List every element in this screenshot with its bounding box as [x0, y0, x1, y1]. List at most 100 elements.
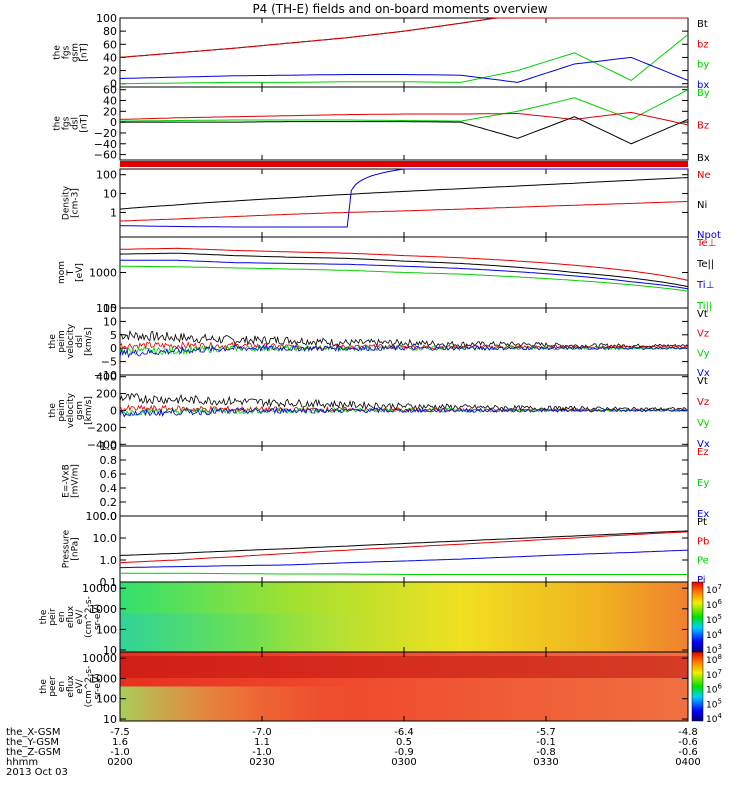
series-line-Te|| [119, 252, 689, 288]
series-line-Pi [120, 549, 689, 569]
colorbar-tick-label: 106 [706, 683, 722, 696]
series-line-Vt [119, 329, 689, 349]
legend-Vz: Vz [697, 397, 709, 408]
y-axis-label: eflux [66, 675, 76, 698]
panel-pressure: 100.0 10.0 1.0 0.1 Pressure [nPa] Pt Pb Pe Pi [62, 510, 710, 589]
heatmap-band [120, 656, 688, 678]
legend-Vz: Vz [697, 329, 709, 340]
y-tick-label: 1000 [89, 267, 117, 280]
colorbar-tick-label: 107 [706, 668, 722, 681]
legend-Vt: Vt [697, 376, 708, 387]
y-axis-label: velocity [66, 392, 76, 428]
y-tick-label: 10000 [82, 582, 117, 595]
legend-Te||: Te|| [696, 259, 714, 270]
series-line-Ni [119, 177, 689, 210]
legend-Pe: Pe [697, 556, 709, 567]
y-tick-label: −200 [87, 421, 117, 434]
legend-bx: bx [697, 80, 709, 91]
legend-Ey: Ey [697, 478, 709, 489]
series-line-Vt [119, 393, 689, 412]
heatmap-band [120, 613, 518, 652]
legend-Ex: Ex [697, 509, 709, 520]
y-axis-label: the [53, 116, 63, 131]
y-tick-label: 10 [103, 188, 117, 201]
x-row-value: -4.8 [678, 727, 698, 738]
legend-Pt: Pt [697, 517, 707, 528]
panel-frame [119, 86, 689, 161]
y-axis-label: gsm [71, 43, 81, 62]
y-tick-label: 100 [96, 12, 117, 25]
date-label: 2013 Oct 03 [6, 767, 68, 778]
y-axis-label: the [39, 609, 49, 624]
legend-Pb: Pb [697, 536, 709, 547]
y-axis-label: dsl [71, 117, 81, 130]
series-line-Ne [119, 201, 689, 222]
legend-Npot: Npot [697, 230, 721, 241]
colorbar [691, 651, 704, 722]
y-tick-label: 40 [103, 95, 117, 108]
y-tick-label: 100 [96, 169, 117, 182]
legend-Bx: Bx [697, 153, 710, 164]
heatmap-band [120, 686, 461, 721]
y-axis-label: [cm-3] [71, 188, 81, 218]
y-tick-label: 0.2 [100, 496, 118, 509]
y-axis-label: dsl [75, 335, 85, 348]
x-row-value: -7.0 [252, 727, 272, 738]
legend-By: By [697, 88, 710, 99]
y-tick-label: 1.0 [100, 440, 118, 453]
legend-by: by [697, 60, 709, 71]
y-axis-label: the [48, 403, 58, 418]
legend-Ti⊥: Ti⊥ [696, 280, 714, 291]
y-tick-label: 0.1 [100, 576, 118, 589]
y-axis-label: eV/ [75, 678, 85, 694]
y-tick-label: 1 [110, 206, 117, 219]
y-tick-label: 20 [103, 65, 117, 78]
y-axis-label: the [48, 334, 58, 349]
y-tick-label: 0 [110, 342, 117, 355]
x-row-value: 1.1 [254, 737, 270, 748]
y-axis-label: Pressure [62, 529, 72, 568]
y-tick-label: 0.8 [100, 454, 118, 467]
x-row-value: 1.6 [112, 737, 128, 748]
x-row-value: -6.4 [394, 727, 414, 738]
x-row-value: -1.0 [252, 747, 272, 758]
y-tick-label: 100.0 [86, 510, 118, 523]
y-tick-label: 400 [96, 371, 117, 384]
legend-Vt: Vt [697, 309, 708, 320]
y-axis-label: eV/ [75, 609, 85, 625]
y-tick-label: 0.6 [100, 468, 118, 481]
series-line-Bt [119, 17, 688, 58]
y-tick-label: 0 [110, 405, 117, 418]
legend-Pi: Pi [697, 575, 706, 586]
panel-frame [119, 445, 689, 517]
panel-efield: 1.00.80.60.40.20.0 E=-VxB [mV/m] Ez Ey Ex [62, 440, 710, 523]
y-tick-label: 0 [110, 116, 117, 129]
y-axis-label: [nT] [80, 114, 90, 132]
legend-Vy: Vy [697, 348, 710, 359]
y-tick-label: 20 [103, 105, 117, 118]
y-tick-label: 10000 [82, 652, 117, 665]
x-row-value: 0330 [533, 757, 558, 768]
y-tick-label: 80 [103, 25, 117, 38]
series-line-Pe [120, 572, 688, 575]
y-axis-label: peim [57, 330, 67, 353]
x-axis-annotation: the_X-GSM -7.5 -7.0 -6.4 -5.7 -4.8 the_Y-GSM 1.… [6, 727, 701, 778]
y-tick-label: 10 [103, 644, 117, 657]
x-row-label: the_Y-GSM [6, 737, 59, 748]
y-tick-label: −400 [87, 438, 117, 451]
x-row-label: the_Z-GSM [6, 747, 61, 758]
x-row-value: -1.0 [110, 747, 130, 758]
legend-Vy: Vy [697, 418, 710, 429]
colorbar-tick-label: 105 [706, 697, 722, 710]
y-tick-label: 10 [103, 713, 117, 726]
y-axis-label: [mV/m] [71, 464, 81, 498]
y-tick-label: 100 [96, 302, 117, 315]
colorbar-tick-label: 104 [706, 628, 722, 641]
panel-velocity_gsm: 400 200 0 −200 −400 the peim velocity gsm [km/s] V… [48, 371, 710, 452]
y-axis-label: E=-VxB [62, 464, 72, 498]
y-tick-label: 100 [96, 623, 117, 636]
